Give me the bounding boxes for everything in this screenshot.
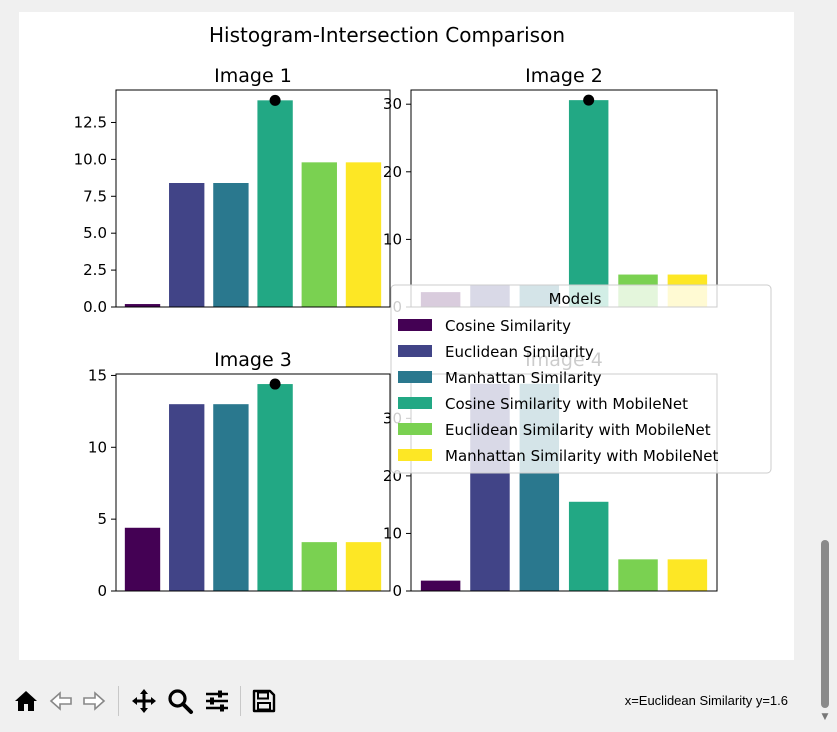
ytick-label: 5.0 — [83, 224, 107, 242]
toolbar-separator — [240, 686, 241, 716]
subplot-title-2: Image 2 — [525, 65, 603, 87]
bar-3-5 — [301, 542, 337, 591]
bar-1-5 — [301, 162, 337, 307]
legend-entry-6: Manhattan Similarity with MobileNet — [445, 447, 719, 465]
figure-suptitle: Histogram-Intersection Comparison — [209, 23, 565, 47]
bar-3-6 — [345, 542, 382, 591]
legend-swatch-5 — [398, 423, 432, 435]
toolbar-separator — [118, 686, 119, 716]
zoom-icon — [168, 689, 193, 714]
axes-frame-1 — [115, 89, 391, 308]
forward-arrow-icon — [83, 691, 106, 711]
ytick-label: 5 — [97, 510, 107, 528]
bar-4-4 — [568, 501, 609, 591]
ytick-label: 10 — [383, 230, 402, 248]
bar-3-1 — [124, 527, 161, 591]
ytick-label: 20 — [383, 163, 402, 181]
max-marker-2 — [583, 94, 595, 106]
ytick-label: 0 — [97, 582, 107, 600]
plot-svg: Histogram-Intersection Comparison 0.0 2.5 5… — [74, 23, 772, 600]
vertical-scrollbar[interactable]: ▼ — [816, 0, 837, 732]
navigation-toolbar: x=Euclidean Similarity y=1.6 — [0, 672, 810, 730]
legend-entry-5: Euclidean Similarity with MobileNet — [445, 421, 711, 439]
legend-swatch-2 — [398, 345, 432, 357]
legend-entry-2: Euclidean Similarity — [445, 343, 594, 361]
pan-icon — [132, 689, 156, 713]
subplot-title-1: Image 1 — [214, 65, 292, 87]
axes-frame-3 — [115, 373, 391, 592]
legend-entry-4: Cosine Similarity with MobileNet — [445, 395, 688, 413]
ytick-label: 10.0 — [74, 150, 107, 168]
back-button[interactable] — [47, 687, 75, 715]
scroll-down-arrow-icon[interactable]: ▼ — [821, 712, 829, 722]
ytick-label: 15 — [88, 366, 107, 384]
forward-button[interactable] — [80, 687, 108, 715]
legend-swatch-3 — [398, 371, 432, 383]
back-arrow-icon — [49, 691, 72, 711]
ytick-label: 10 — [383, 524, 402, 542]
cursor-status-readout: x=Euclidean Similarity y=1.6 — [624, 693, 788, 708]
home-icon — [15, 691, 37, 711]
legend-swatch-4 — [398, 397, 432, 409]
ytick-label: 2.5 — [83, 261, 107, 279]
ytick-label: 0 — [392, 582, 402, 600]
bar-3-3 — [213, 404, 249, 591]
bar-2-4 — [568, 100, 609, 307]
max-marker-3 — [269, 378, 281, 390]
ytick-label: 10 — [88, 438, 107, 456]
zoom-button[interactable] — [166, 687, 194, 715]
pan-button[interactable] — [130, 687, 158, 715]
bar-1-4 — [257, 100, 293, 307]
figure-canvas[interactable]: Histogram-Intersection Comparison 0.0 2.5 5… — [19, 12, 794, 660]
bar-1-3 — [213, 183, 249, 307]
home-button[interactable] — [12, 687, 40, 715]
bar-1-1 — [124, 304, 161, 307]
ytick-label: 30 — [383, 95, 402, 113]
bar-1-2 — [169, 183, 205, 307]
max-marker-1 — [269, 94, 281, 106]
ytick-label: 7.5 — [83, 187, 107, 205]
save-icon — [252, 689, 276, 713]
save-button[interactable] — [250, 687, 278, 715]
bar-4-5 — [618, 559, 658, 591]
bar-3-2 — [169, 404, 205, 591]
ytick-label: 0.0 — [83, 298, 107, 316]
subplot-title-3: Image 3 — [214, 349, 292, 371]
scrollbar-thumb[interactable] — [821, 540, 829, 708]
legend-entry-3: Manhattan Similarity — [445, 369, 602, 387]
legend-title: Models — [549, 290, 602, 308]
legend-box — [390, 284, 772, 474]
configure-subplots-icon — [206, 690, 228, 712]
axes-frame-2 — [410, 89, 718, 308]
legend-swatch-1 — [398, 319, 432, 331]
ytick-label: 12.5 — [74, 113, 107, 131]
legend-swatch-6 — [398, 449, 432, 461]
bar-1-6 — [345, 162, 382, 307]
configure-subplots-button[interactable] — [203, 687, 231, 715]
bar-3-4 — [257, 384, 293, 591]
bar-4-1 — [420, 580, 461, 591]
legend-entry-1: Cosine Similarity — [445, 317, 571, 335]
bar-4-6 — [667, 559, 708, 591]
